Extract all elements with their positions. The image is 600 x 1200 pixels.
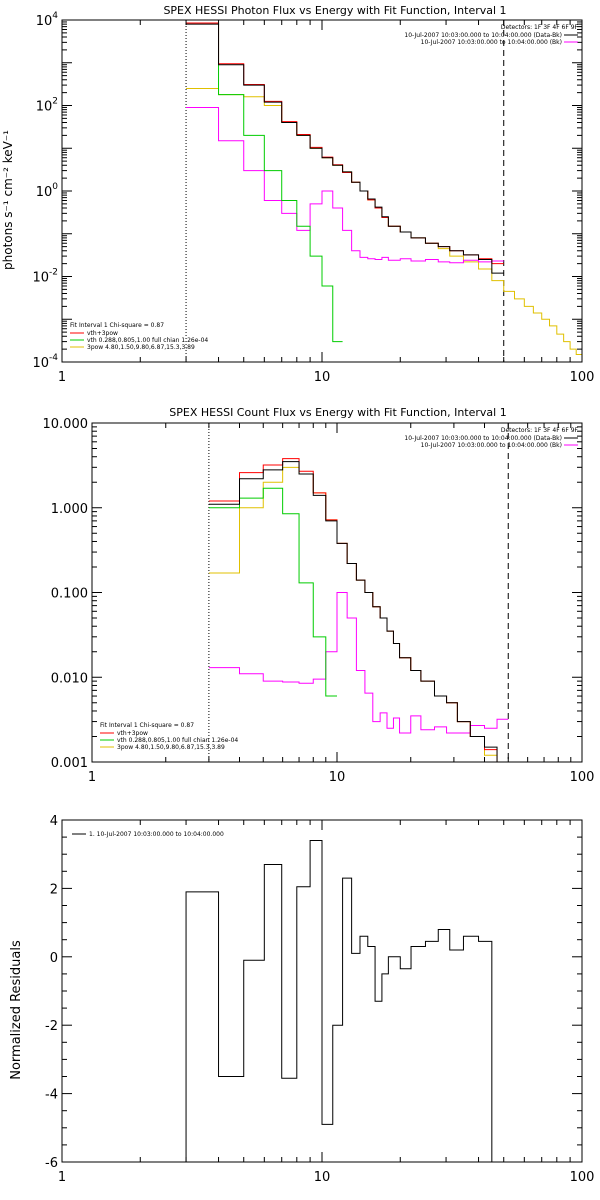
x-tick-label: 100 bbox=[570, 370, 595, 385]
y-tick-label: 102 bbox=[36, 97, 58, 115]
tick-exponent: 4 bbox=[52, 11, 58, 21]
legend-entry-label: vth 0.288,0.805,1.00 full chian 1.26e-04 bbox=[87, 337, 208, 344]
series-line bbox=[186, 106, 504, 264]
fit-legend-header: Fit Interval 1 Chi-square = 0.87 bbox=[70, 322, 164, 329]
tick-exponent: 0 bbox=[52, 182, 58, 192]
x-tick-label: 10 bbox=[314, 1170, 331, 1185]
series-group bbox=[185, 840, 493, 1162]
series-line bbox=[208, 461, 498, 762]
x-tick-label: 10 bbox=[329, 770, 346, 785]
x-tick-label: 10 bbox=[314, 370, 331, 385]
tick-exponent: -4 bbox=[49, 353, 58, 363]
y-tick-label: 10.000 bbox=[43, 417, 89, 432]
tick-base: 10 bbox=[36, 100, 53, 115]
legend-entry-label: 3pow 4.80,1.50,9.80,6.87,15.3,3.89 bbox=[117, 744, 225, 751]
legend-entry-label: 1. 10-Jul-2007 10:03:00.000 to 10:04:00.… bbox=[89, 831, 224, 838]
series-line bbox=[186, 22, 343, 343]
x-tick-label: 100 bbox=[570, 1170, 595, 1185]
plot-area: 1 10 100 -6 -4 -2 0 2 4 1. 10-Jul-2007 10:03:00.0… bbox=[45, 814, 594, 1185]
x-tick-label: 1 bbox=[58, 370, 66, 385]
plot-area: 1 10 100 0.001 0.010 0.100 1.000 10.000 Detector… bbox=[43, 417, 595, 785]
y-tick-label: -4 bbox=[45, 1088, 58, 1103]
legend-entry-label: 10-Jul-2007 10:03:00.000 to 10:04:00.000… bbox=[404, 32, 562, 39]
y-tick-label: 10-2 bbox=[32, 268, 58, 286]
legend-header: Detectors: 1F 3F 4F 6F 9F bbox=[501, 427, 579, 434]
series-line bbox=[208, 487, 337, 697]
y-tick-label: -2 bbox=[45, 1019, 58, 1034]
series-line bbox=[186, 22, 504, 265]
legend-entry-label: vth+3pow bbox=[117, 730, 148, 737]
legend-entry-label: vth 0.288,0.805,1.00 full chian 1.26e-04 bbox=[117, 737, 238, 744]
tick-base: 10 bbox=[36, 14, 53, 29]
legend-entry-label: 10-Jul-2007 10:03:00.000 to 10:04:00.000… bbox=[404, 435, 562, 442]
y-tick-label: 0.100 bbox=[51, 587, 88, 602]
x-tick-label: 1 bbox=[58, 1170, 66, 1185]
residuals-panel: Normalized Residuals 1 10 100 -6 -4 -2 0 2 4 1. 1… bbox=[9, 814, 594, 1185]
y-tick-label: 100 bbox=[36, 182, 59, 200]
tick-exponent: 2 bbox=[52, 97, 58, 107]
y-tick-label: 4 bbox=[50, 814, 58, 829]
x-tick-label: 1 bbox=[88, 770, 96, 785]
legend-entry-label: 10-Jul-2007 10:03:00.000 to 10:04:00.000… bbox=[421, 39, 562, 46]
photon-flux-panel: SPEX HESSI Photon Flux vs Energy with Fi… bbox=[1, 4, 594, 385]
panel-title: SPEX HESSI Count Flux vs Energy with Fit… bbox=[169, 406, 506, 419]
legend-entry-label: 10-Jul-2007 10:03:00.000 to 10:04:00.000… bbox=[421, 442, 562, 449]
legend-entry-label: 3pow 4.80,1.50,9.80,6.87,15.3,3.89 bbox=[87, 344, 195, 351]
tick-base: 10 bbox=[32, 271, 49, 286]
tick-base: 10 bbox=[32, 356, 49, 371]
tick-base: 10 bbox=[36, 185, 53, 200]
y-axis-label: Normalized Residuals bbox=[9, 940, 24, 1080]
series-line bbox=[186, 23, 504, 274]
series-group bbox=[208, 458, 509, 762]
y-tick-label: 2 bbox=[50, 882, 58, 897]
x-tick-label: 100 bbox=[570, 770, 595, 785]
y-tick-label: -6 bbox=[45, 1156, 58, 1171]
legend-header: Detectors: 1F 3F 4F 6F 9F bbox=[501, 24, 579, 31]
legend-entry-label: vth+3pow bbox=[87, 330, 118, 337]
y-tick-label: 0.010 bbox=[51, 671, 88, 686]
series-line bbox=[185, 840, 493, 1162]
series-line bbox=[208, 458, 498, 762]
series-line bbox=[208, 592, 509, 734]
fit-legend-header: Fit Interval 1 Chi-square = 0.87 bbox=[100, 722, 194, 729]
series-group bbox=[186, 22, 582, 355]
panel-title: SPEX HESSI Photon Flux vs Energy with Fi… bbox=[163, 4, 506, 17]
series-line bbox=[186, 87, 582, 355]
y-axis-label: photons s⁻¹ cm⁻² keV⁻¹ bbox=[1, 130, 15, 270]
tick-exponent: -2 bbox=[49, 268, 58, 278]
y-tick-label: 104 bbox=[36, 11, 59, 29]
y-tick-label: 0 bbox=[50, 951, 58, 966]
y-tick-label: 1.000 bbox=[51, 502, 88, 517]
y-tick-label: 10-4 bbox=[32, 353, 58, 371]
count-flux-panel: SPEX HESSI Count Flux vs Energy with Fit… bbox=[43, 406, 595, 785]
y-tick-label: 0.001 bbox=[51, 756, 88, 771]
